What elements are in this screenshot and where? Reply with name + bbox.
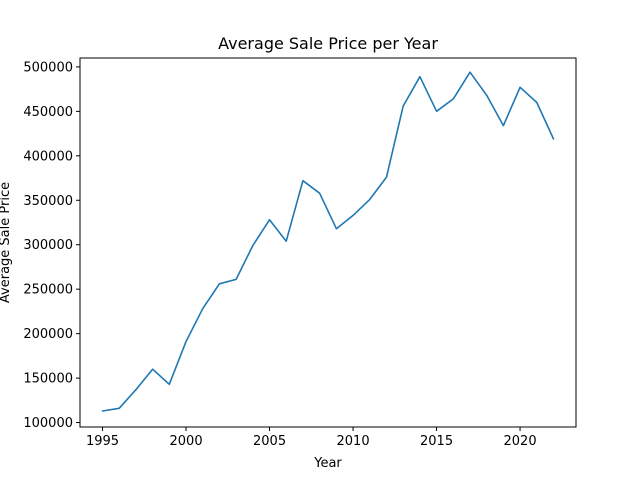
y-axis-title: Average Sale Price xyxy=(0,182,13,303)
x-tick-label: 2000 xyxy=(170,434,203,449)
y-tick-label: 300000 xyxy=(23,238,73,253)
x-axis-title: Year xyxy=(313,456,342,471)
y-tick-label: 250000 xyxy=(23,283,73,298)
y-tick-label: 500000 xyxy=(23,60,73,75)
y-tick-label: 200000 xyxy=(23,327,73,342)
y-tick-label: 100000 xyxy=(23,416,73,431)
series-line xyxy=(101,71,555,412)
chart-title: Average Sale Price per Year xyxy=(218,34,438,53)
x-tick-label: 2005 xyxy=(253,434,286,449)
x-tick-label: 2010 xyxy=(337,434,370,449)
y-tick-label: 150000 xyxy=(23,372,73,387)
x-tick-label: 1995 xyxy=(86,434,119,449)
x-tick-label: 2015 xyxy=(420,434,453,449)
x-tick-label: 2020 xyxy=(504,434,537,449)
plot-frame xyxy=(79,57,577,428)
y-tick-label: 400000 xyxy=(23,149,73,164)
y-tick-label: 450000 xyxy=(23,105,73,120)
y-tick-label: 350000 xyxy=(23,194,73,209)
